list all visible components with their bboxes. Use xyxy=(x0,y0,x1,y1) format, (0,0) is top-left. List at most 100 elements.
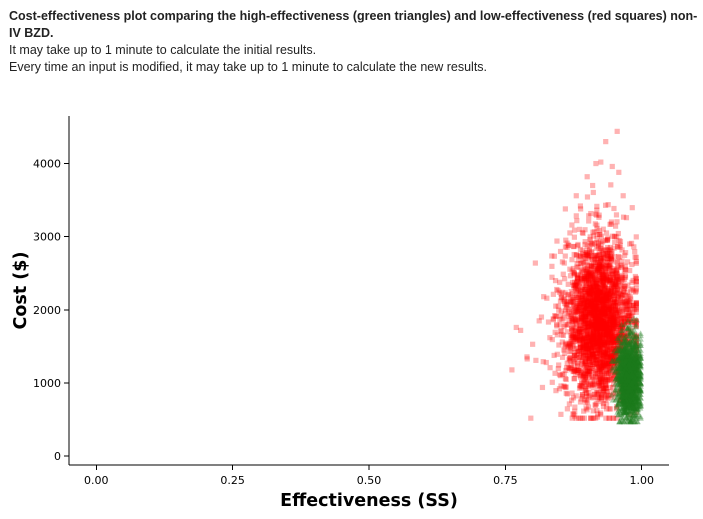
red-square-point xyxy=(613,281,619,288)
green-triangle-point xyxy=(625,382,633,389)
green-triangle-point xyxy=(620,367,628,374)
red-square-point xyxy=(596,263,603,269)
red-square-point xyxy=(610,271,616,277)
red-square-point xyxy=(582,317,588,324)
green-triangle-point xyxy=(623,378,631,384)
red-square-point xyxy=(590,331,597,337)
green-triangle-point xyxy=(629,383,636,390)
green-triangle-point xyxy=(624,368,631,375)
green-triangle-point xyxy=(626,368,634,375)
green-triangle-point xyxy=(620,403,627,410)
red-square-point xyxy=(611,288,618,294)
green-triangle-point xyxy=(627,386,635,392)
red-square-point xyxy=(631,348,637,354)
red-square-point xyxy=(573,367,580,373)
red-square-point xyxy=(569,268,575,274)
red-square-point xyxy=(588,271,594,277)
red-square-point xyxy=(603,339,609,345)
red-square-point xyxy=(597,342,604,348)
red-square-point xyxy=(607,333,613,340)
green-triangle-point xyxy=(621,371,628,377)
red-square-point xyxy=(601,309,607,315)
red-square-point xyxy=(574,277,580,284)
green-triangle-point xyxy=(612,396,619,403)
red-square-point xyxy=(599,270,606,276)
red-square-point xyxy=(614,288,621,294)
green-triangle-point xyxy=(624,361,632,368)
green-triangle-point xyxy=(618,360,625,366)
red-square-point xyxy=(625,312,631,318)
green-triangle-point xyxy=(637,380,644,387)
red-square-point xyxy=(572,303,578,310)
red-square-point xyxy=(582,322,588,328)
red-square-point xyxy=(606,246,612,252)
red-square-point xyxy=(625,303,631,309)
red-square-point xyxy=(571,368,577,374)
green-triangle-point xyxy=(611,380,619,387)
red-square-point xyxy=(572,327,578,334)
green-triangle-point xyxy=(620,354,628,361)
red-square-point xyxy=(596,324,603,330)
red-square-point xyxy=(588,337,595,344)
red-square-point xyxy=(617,389,623,395)
green-triangle-point xyxy=(627,408,634,415)
red-square-point xyxy=(565,281,571,287)
green-triangle-point xyxy=(628,360,635,367)
green-triangle-point xyxy=(637,376,644,382)
green-triangle-point xyxy=(637,358,644,365)
green-triangle-point xyxy=(617,381,624,388)
green-triangle-point xyxy=(618,393,626,400)
green-triangle-point xyxy=(625,396,633,403)
green-triangle-point xyxy=(636,351,643,358)
red-square-point xyxy=(594,295,600,301)
red-square-point xyxy=(582,227,588,233)
green-triangle-point xyxy=(613,357,620,364)
red-square-point xyxy=(585,277,592,283)
green-triangle-point xyxy=(621,398,629,405)
green-triangle-point xyxy=(624,376,632,383)
green-triangle-point xyxy=(627,386,635,392)
green-triangle-point xyxy=(627,397,634,403)
red-square-point xyxy=(590,382,596,388)
red-square-point xyxy=(607,366,614,372)
green-triangle-point xyxy=(628,400,636,406)
green-triangle-point xyxy=(618,374,626,381)
red-square-point xyxy=(614,274,620,280)
green-triangle-point xyxy=(632,352,640,359)
red-square-point xyxy=(609,328,615,334)
red-square-point xyxy=(584,302,590,309)
red-square-point xyxy=(614,274,621,280)
red-square-point xyxy=(595,266,601,273)
red-square-point xyxy=(577,326,583,333)
green-triangle-point xyxy=(620,375,627,382)
green-triangle-point xyxy=(630,374,638,381)
green-triangle-point xyxy=(629,359,636,366)
red-square-point xyxy=(602,309,608,315)
red-square-point xyxy=(580,344,586,350)
green-triangle-point xyxy=(623,375,631,382)
red-square-point xyxy=(590,408,596,414)
red-square-point xyxy=(612,329,618,336)
green-triangle-point xyxy=(621,381,628,388)
red-square-point xyxy=(615,357,621,363)
green-triangle-point xyxy=(628,386,636,393)
red-square-point xyxy=(602,296,608,302)
green-triangle-point xyxy=(637,387,644,394)
red-square-point xyxy=(587,362,593,368)
red-square-point xyxy=(601,290,607,296)
red-square-point xyxy=(633,234,639,240)
green-triangle-point xyxy=(626,391,633,398)
red-square-point xyxy=(626,365,632,371)
red-square-point xyxy=(582,295,588,302)
green-triangle-point xyxy=(620,359,628,366)
red-square-point xyxy=(575,294,581,300)
green-triangle-point xyxy=(615,364,623,371)
green-triangle-point xyxy=(627,381,635,388)
green-triangle-point xyxy=(623,389,630,396)
red-square-point xyxy=(627,339,633,345)
red-square-point xyxy=(592,370,598,376)
red-square-point xyxy=(598,380,604,386)
red-square-point xyxy=(594,322,600,329)
red-square-point xyxy=(549,336,555,343)
green-triangle-point xyxy=(625,349,632,356)
